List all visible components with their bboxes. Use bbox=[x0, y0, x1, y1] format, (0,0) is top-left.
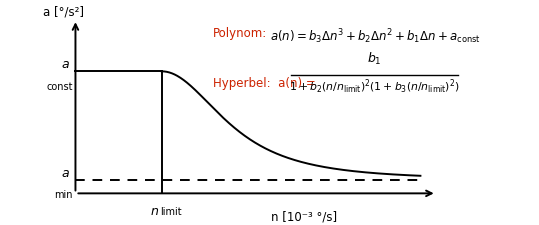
Text: a [°/s²]: a [°/s²] bbox=[43, 5, 84, 18]
Text: $a$: $a$ bbox=[61, 58, 70, 71]
Text: min: min bbox=[54, 189, 73, 199]
Text: n [10⁻³ °/s]: n [10⁻³ °/s] bbox=[272, 209, 337, 222]
Text: $b_1$: $b_1$ bbox=[367, 50, 382, 66]
Text: Hyperbel:  a(n) =: Hyperbel: a(n) = bbox=[213, 77, 316, 90]
Text: $a(n) = b_3\Delta n^3 + b_2\Delta n^2 + b_1\Delta n + a_{\mathregular{const}}$: $a(n) = b_3\Delta n^3 + b_2\Delta n^2 + … bbox=[270, 27, 480, 46]
Text: Polynom:: Polynom: bbox=[213, 27, 267, 40]
Text: $a$: $a$ bbox=[61, 166, 70, 179]
Text: $n$: $n$ bbox=[150, 204, 159, 217]
Text: $1 + b_2(n/n_{\mathregular{limit}})^2(1 + b_3(n/n_{\mathregular{limit}})^2)$: $1 + b_2(n/n_{\mathregular{limit}})^2(1 … bbox=[289, 78, 460, 96]
Text: const: const bbox=[46, 82, 73, 92]
Text: limit: limit bbox=[161, 206, 182, 216]
